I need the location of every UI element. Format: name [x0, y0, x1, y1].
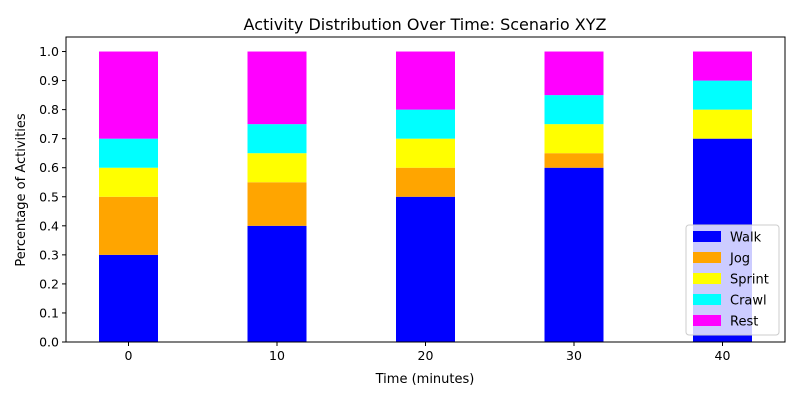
bar-crawl-0 — [99, 138, 158, 168]
legend: Walk Jog Sprint Crawl Rest — [685, 224, 780, 336]
bar-rest-10 — [247, 51, 307, 125]
x-tick-label: 20 — [418, 348, 434, 363]
bar-sprint-40 — [693, 109, 752, 139]
y-tick-label: 0.4 — [39, 218, 59, 233]
bar-sprint-30 — [544, 124, 604, 154]
bar-walk-20 — [396, 196, 455, 342]
bars-group — [99, 51, 752, 342]
y-tick-label: 0.7 — [39, 131, 59, 146]
bar-jog-0 — [99, 196, 158, 255]
y-tick-label: 0.1 — [39, 305, 59, 320]
bar-sprint-0 — [99, 167, 158, 197]
legend-label-sprint: Sprint — [730, 273, 769, 288]
y-tick-label: 0.3 — [39, 247, 59, 262]
legend-swatch-sprint — [693, 273, 721, 284]
x-tick-label: 0 — [125, 348, 133, 363]
y-tick-label: 0.8 — [39, 102, 59, 117]
x-axis: 0 10 20 30 40 — [125, 342, 731, 363]
y-tick-label: 0.5 — [39, 189, 59, 204]
x-tick-label: 10 — [269, 348, 285, 363]
bar-rest-20 — [396, 51, 455, 110]
legend-label-rest: Rest — [730, 315, 758, 330]
bar-rest-0 — [99, 51, 158, 139]
bar-rest-30 — [544, 51, 604, 96]
bar-walk-30 — [544, 167, 604, 342]
bar-sprint-10 — [247, 153, 307, 183]
legend-swatch-jog — [693, 252, 721, 263]
y-tick-label: 0.2 — [39, 276, 59, 291]
y-axis: 0.0 0.1 0.2 0.3 0.4 0.5 0.6 0.7 0.8 0.9 1.0 — [39, 44, 66, 350]
bar-crawl-40 — [693, 80, 752, 110]
y-axis-title: Percentage of Activities — [14, 113, 29, 266]
x-axis-title: Time (minutes) — [375, 372, 475, 387]
bar-rest-40 — [693, 51, 752, 81]
legend-label-walk: Walk — [730, 231, 762, 246]
y-tick-label: 0.0 — [39, 335, 59, 350]
bar-jog-10 — [247, 182, 307, 226]
chart-title: Activity Distribution Over Time: Scenari… — [244, 15, 607, 34]
bar-crawl-20 — [396, 109, 455, 139]
y-tick-label: 0.6 — [39, 160, 59, 175]
bar-sprint-20 — [396, 138, 455, 168]
bar-walk-0 — [99, 254, 158, 342]
bar-jog-30 — [544, 153, 604, 168]
y-tick-label: 1.0 — [39, 44, 59, 59]
x-tick-label: 30 — [566, 348, 582, 363]
bar-walk-10 — [247, 225, 307, 342]
bar-crawl-10 — [247, 124, 307, 154]
legend-label-crawl: Crawl — [730, 294, 767, 309]
legend-swatch-crawl — [693, 294, 721, 305]
legend-label-jog: Jog — [729, 252, 750, 267]
bar-jog-20 — [396, 167, 455, 197]
legend-swatch-walk — [693, 231, 721, 242]
x-tick-label: 40 — [715, 348, 731, 363]
bar-crawl-30 — [544, 95, 604, 125]
y-tick-label: 0.9 — [39, 73, 59, 88]
legend-swatch-rest — [693, 315, 721, 326]
